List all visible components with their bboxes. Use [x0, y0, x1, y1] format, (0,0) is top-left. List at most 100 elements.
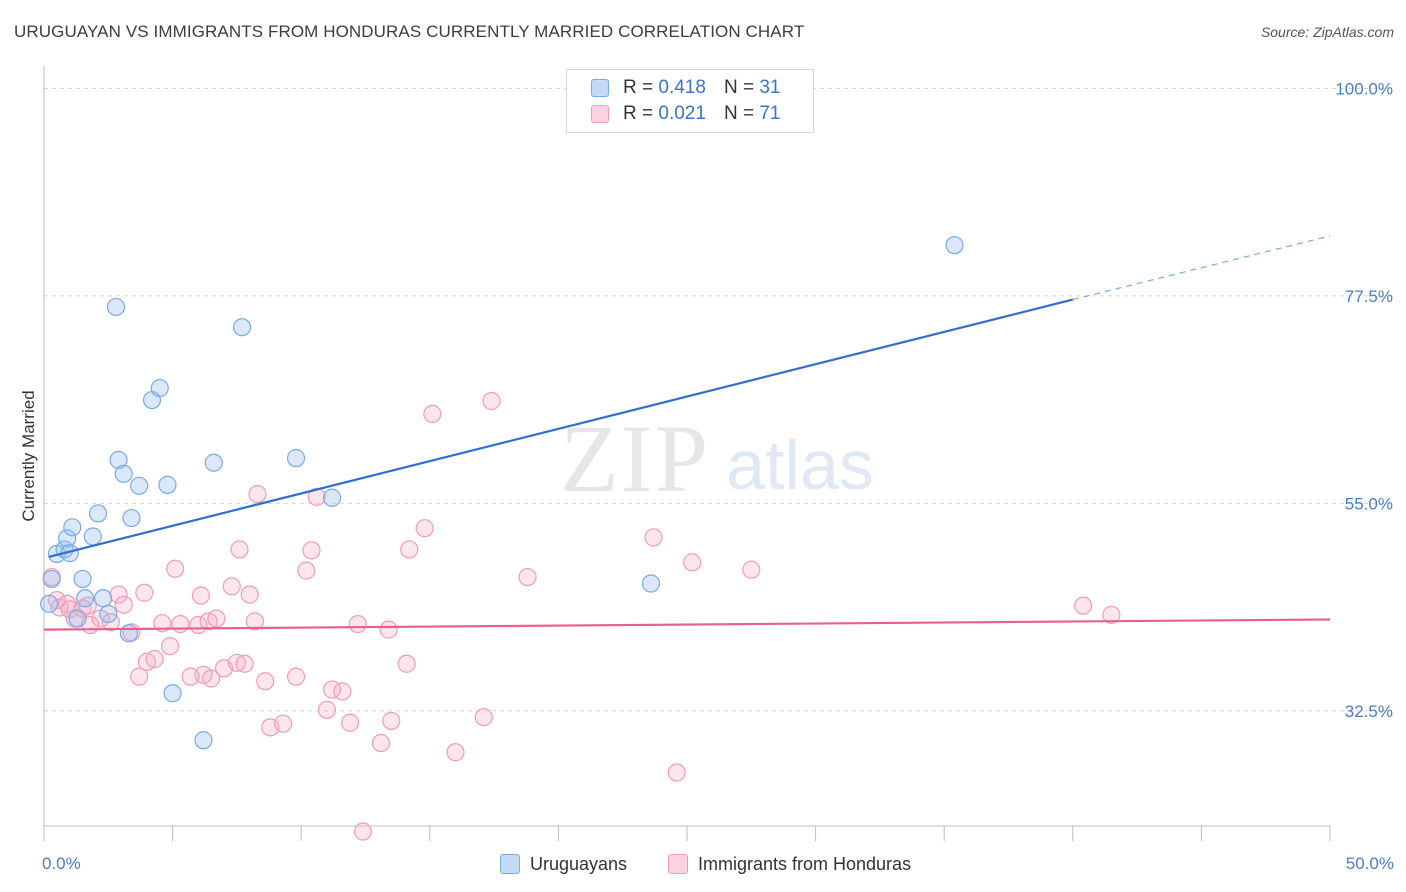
- legend-swatch-pink: [591, 105, 609, 123]
- y-axis-label: Currently Married: [19, 390, 38, 521]
- uruguayan-point: [204, 453, 223, 472]
- legend-row-honduras: R = 0.021 N = 71: [591, 102, 780, 126]
- honduras-point: [397, 654, 416, 673]
- uruguayan-point: [83, 527, 102, 546]
- uruguayan-point: [109, 450, 128, 470]
- honduras-point: [130, 667, 149, 686]
- honduras-points: [42, 391, 1121, 841]
- uruguayan-point: [641, 574, 661, 593]
- uruguayan-point: [114, 464, 133, 483]
- honduras-point: [135, 583, 154, 602]
- honduras-point: [518, 567, 537, 587]
- honduras-point: [353, 822, 373, 841]
- y-tick-label: 32.5%: [1345, 702, 1393, 721]
- uruguayan-point: [68, 609, 87, 628]
- honduras-point: [222, 577, 241, 596]
- watermark-zip: ZIP: [560, 405, 710, 512]
- honduras-point: [230, 540, 249, 559]
- honduras-point: [145, 650, 164, 669]
- gridlines: [44, 87, 1393, 712]
- honduras-point: [340, 713, 360, 732]
- y-tick-label: 55.0%: [1345, 494, 1393, 513]
- uruguayan-trend-line: [48, 298, 1074, 558]
- trend-lines: [43, 235, 1331, 631]
- uruguayan-trend-extension: [1072, 235, 1331, 301]
- honduras-trend-line: [43, 618, 1331, 631]
- honduras-point: [302, 541, 321, 560]
- honduras-point: [400, 540, 419, 559]
- legend-n-label: N =: [723, 77, 755, 98]
- uruguayan-point: [88, 504, 108, 523]
- uruguayan-point: [73, 569, 92, 589]
- bottom-legend-swatch-blue: [500, 854, 520, 874]
- watermark-atlas: atlas: [726, 426, 874, 504]
- legend-swatch-blue: [591, 79, 609, 97]
- honduras-point: [248, 484, 267, 504]
- uruguayan-point: [58, 529, 77, 548]
- bottom-legend-uruguayans: Uruguayans: [500, 852, 627, 876]
- honduras-point: [348, 614, 367, 634]
- uruguayan-point: [163, 684, 182, 703]
- legend-r-label: R =: [623, 77, 654, 98]
- uruguayan-point: [106, 297, 126, 317]
- honduras-point: [109, 585, 128, 604]
- y-tick-label: 77.5%: [1345, 287, 1393, 306]
- uruguayan-point: [42, 569, 61, 589]
- legend-n-value: 31: [759, 77, 781, 98]
- uruguayan-point: [76, 589, 95, 608]
- honduras-point: [191, 586, 210, 605]
- honduras-point: [286, 667, 306, 686]
- honduras-point: [256, 672, 275, 691]
- honduras-point: [171, 614, 190, 634]
- honduras-point: [474, 708, 493, 727]
- uruguayan-point: [945, 236, 964, 255]
- uruguayan-point: [158, 475, 177, 494]
- honduras-point: [240, 585, 259, 604]
- honduras-point: [160, 637, 180, 656]
- honduras-point: [297, 561, 316, 580]
- uruguayan-point: [94, 589, 113, 608]
- honduras-point: [227, 653, 246, 672]
- honduras-point: [742, 560, 761, 579]
- uruguayan-point: [194, 731, 213, 750]
- uruguayan-point: [119, 624, 138, 643]
- honduras-point: [1073, 596, 1093, 615]
- chart-title: URUGUAYAN VS IMMIGRANTS FROM HONDURAS CU…: [14, 22, 805, 41]
- uruguayan-point: [286, 449, 306, 468]
- honduras-point: [482, 391, 501, 411]
- honduras-point: [333, 682, 352, 701]
- honduras-point: [371, 733, 391, 753]
- legend-n-value: 71: [759, 103, 781, 124]
- y-tick-label: 100.0%: [1335, 79, 1393, 98]
- honduras-point: [382, 711, 401, 730]
- honduras-point: [415, 519, 434, 538]
- legend-row-uruguayans: R = 0.418 N = 31: [591, 76, 780, 100]
- uruguayan-point: [322, 488, 342, 507]
- honduras-point: [667, 763, 686, 782]
- uruguayan-point: [122, 508, 141, 528]
- bottom-legend-label: Immigrants from Honduras: [698, 853, 912, 874]
- honduras-point: [423, 404, 442, 423]
- honduras-point: [1102, 605, 1121, 624]
- uruguayan-point: [150, 378, 169, 398]
- bottom-legend-swatch-pink: [668, 854, 688, 874]
- honduras-point: [153, 614, 172, 633]
- tick-labels: 32.5% 55.0% 77.5% 100.0% 0.0% 50.0%: [42, 79, 1394, 873]
- honduras-point: [307, 487, 326, 506]
- honduras-point: [207, 609, 226, 628]
- uruguayan-point: [99, 604, 118, 624]
- honduras-point: [317, 700, 337, 719]
- bottom-legend-label: Uruguayans: [530, 853, 628, 874]
- watermark: ZIP atlas: [560, 405, 874, 512]
- legend-r-label: R =: [623, 103, 654, 124]
- honduras-point: [379, 620, 398, 639]
- source-credit: Source: ZipAtlas.com: [1260, 24, 1394, 40]
- uruguayan-point: [130, 476, 149, 495]
- axes: [43, 66, 1331, 841]
- uruguayan-point: [40, 594, 59, 613]
- honduras-point: [446, 743, 465, 762]
- honduras-point: [166, 559, 185, 578]
- legend-r-value: 0.021: [658, 103, 706, 124]
- uruguayan-points: [40, 236, 964, 750]
